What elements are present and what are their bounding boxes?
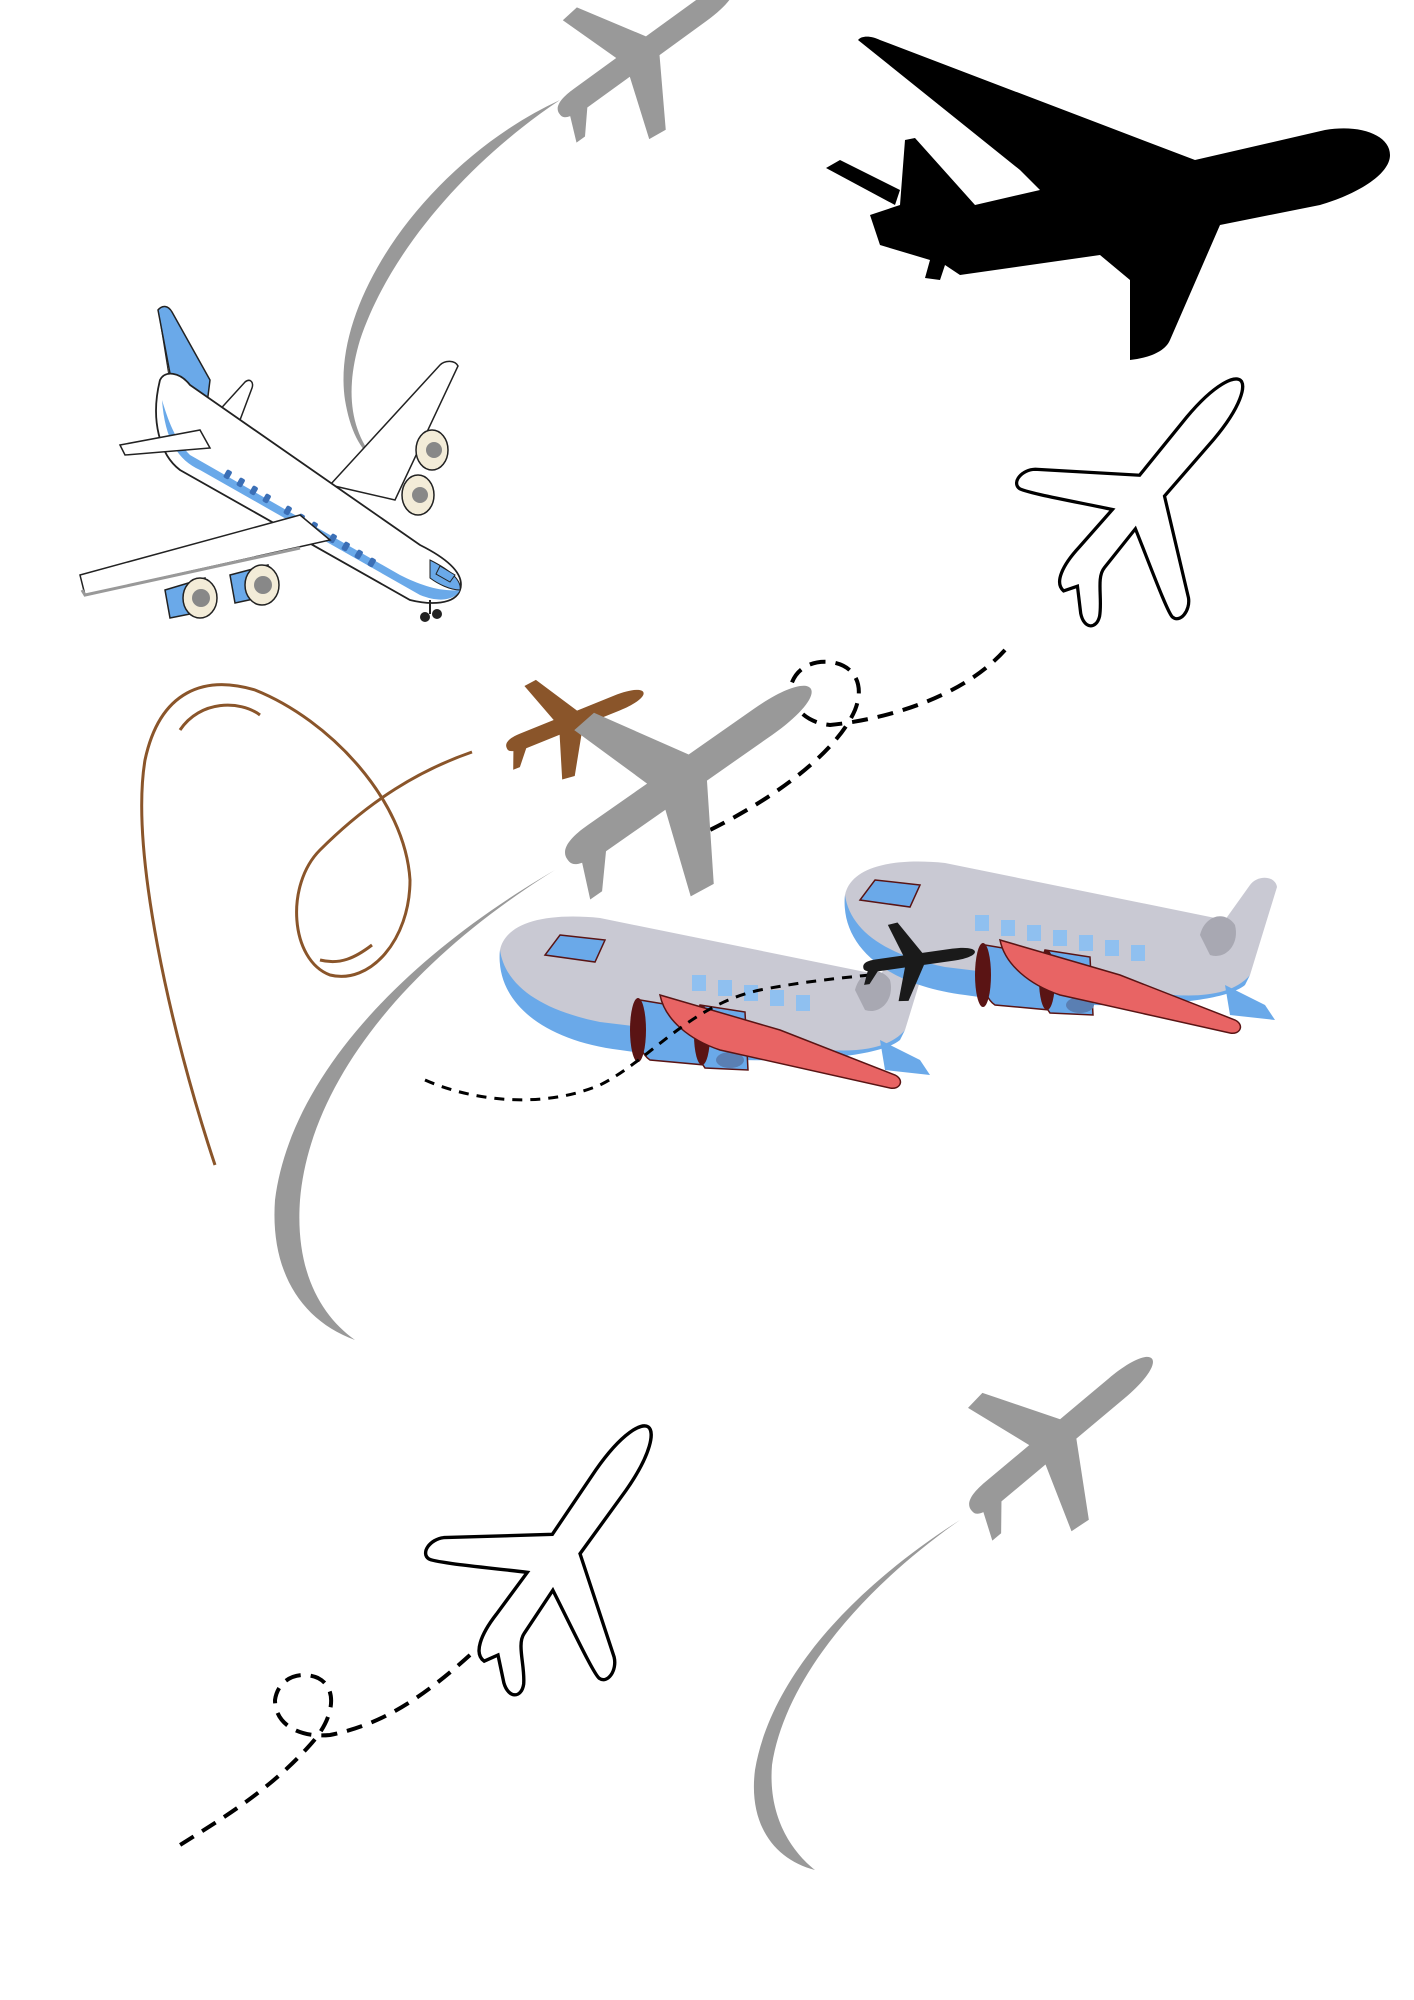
gray-plane-top	[512, 0, 778, 177]
dashed-path-upper	[709, 648, 1007, 832]
outline-plane-upper	[972, 309, 1325, 671]
dashed-path-lower	[178, 1653, 472, 1847]
cartoon-plane-back	[844, 861, 1277, 1034]
gray-plane-lower	[915, 1295, 1206, 1576]
gray-trail-top	[343, 100, 560, 460]
brown-loop-trail	[140, 683, 473, 1166]
gray-trail-lower	[753, 1520, 960, 1870]
gray-trail-long	[274, 870, 555, 1340]
gray-plane-center	[503, 602, 871, 948]
dashed-path-middle	[424, 973, 871, 1102]
black-plane-large	[826, 36, 1390, 360]
blue-white-jet	[79, 305, 462, 622]
cartoon-plane-front	[499, 916, 932, 1089]
